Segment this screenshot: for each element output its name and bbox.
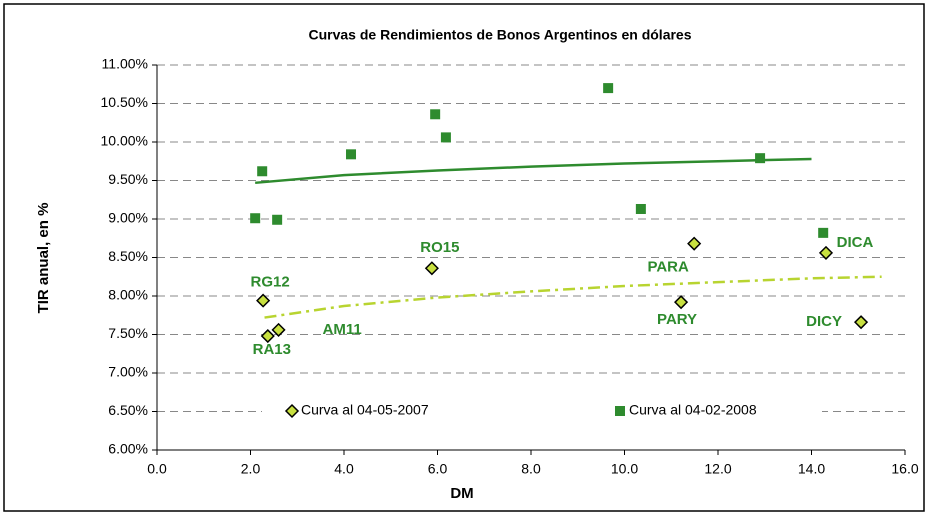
legend-marker xyxy=(284,403,300,419)
point-label: RG12 xyxy=(251,274,290,291)
y-tick-label: 7.00% xyxy=(108,364,148,380)
point xyxy=(853,315,869,330)
legend-label: Curva al 04-02-2008 xyxy=(629,402,757,418)
plot-area xyxy=(157,65,905,450)
point xyxy=(424,261,439,276)
x-tick-label: 8.0 xyxy=(521,461,541,477)
point-label: AM11 xyxy=(323,321,362,338)
legend-bg xyxy=(262,401,822,421)
point xyxy=(818,245,834,260)
x-tick-label: 16.0 xyxy=(891,461,918,477)
y-tick-label: 11.00% xyxy=(102,56,148,72)
y-tick-label: 10.50% xyxy=(101,94,148,110)
x-tick-label: 14.0 xyxy=(798,461,825,477)
chart-title: Curvas de Rendimientos de Bonos Argentin… xyxy=(309,27,692,43)
legend-marker xyxy=(615,406,625,416)
x-tick-label: 6.0 xyxy=(428,461,448,477)
y-tick-label: 10.00% xyxy=(101,133,148,149)
x-tick-label: 0.0 xyxy=(147,461,167,477)
y-tick-label: 9.50% xyxy=(108,171,148,187)
y-tick-label: 7.50% xyxy=(108,325,148,341)
x-tick-label: 12.0 xyxy=(704,461,731,477)
point-label: RO15 xyxy=(420,239,459,256)
legend-label: Curva al 04-05-2007 xyxy=(301,402,429,418)
point xyxy=(271,322,286,337)
x-tick-label: 10.0 xyxy=(611,461,638,477)
point xyxy=(603,83,614,94)
point-label: DICY xyxy=(806,313,842,330)
point-label: DICA xyxy=(837,234,874,251)
trend-line xyxy=(264,275,882,319)
point xyxy=(635,203,646,214)
point xyxy=(260,328,275,344)
point xyxy=(346,149,357,160)
trend-line xyxy=(255,157,812,185)
point-label: PARY xyxy=(657,311,697,328)
y-tick-label: 6.50% xyxy=(108,402,148,418)
point xyxy=(257,166,268,177)
point-label: PARA xyxy=(647,259,689,276)
y-tick-label: 8.50% xyxy=(108,248,148,264)
point xyxy=(430,109,441,120)
point xyxy=(818,227,829,238)
x-tick-label: 2.0 xyxy=(241,461,261,477)
point xyxy=(250,213,261,224)
point xyxy=(256,293,271,308)
point xyxy=(272,214,283,225)
y-tick-label: 8.00% xyxy=(108,287,148,303)
x-axis-title: DM xyxy=(450,485,473,502)
y-tick-label: 9.00% xyxy=(108,210,148,226)
y-axis-title: TIR anual, en % xyxy=(35,203,52,314)
point-label: RA13 xyxy=(253,341,291,358)
y-tick-label: 6.00% xyxy=(108,441,148,457)
point xyxy=(687,236,702,251)
point xyxy=(674,295,689,310)
point xyxy=(755,153,766,164)
point xyxy=(440,132,451,143)
x-tick-label: 4.0 xyxy=(334,461,354,477)
